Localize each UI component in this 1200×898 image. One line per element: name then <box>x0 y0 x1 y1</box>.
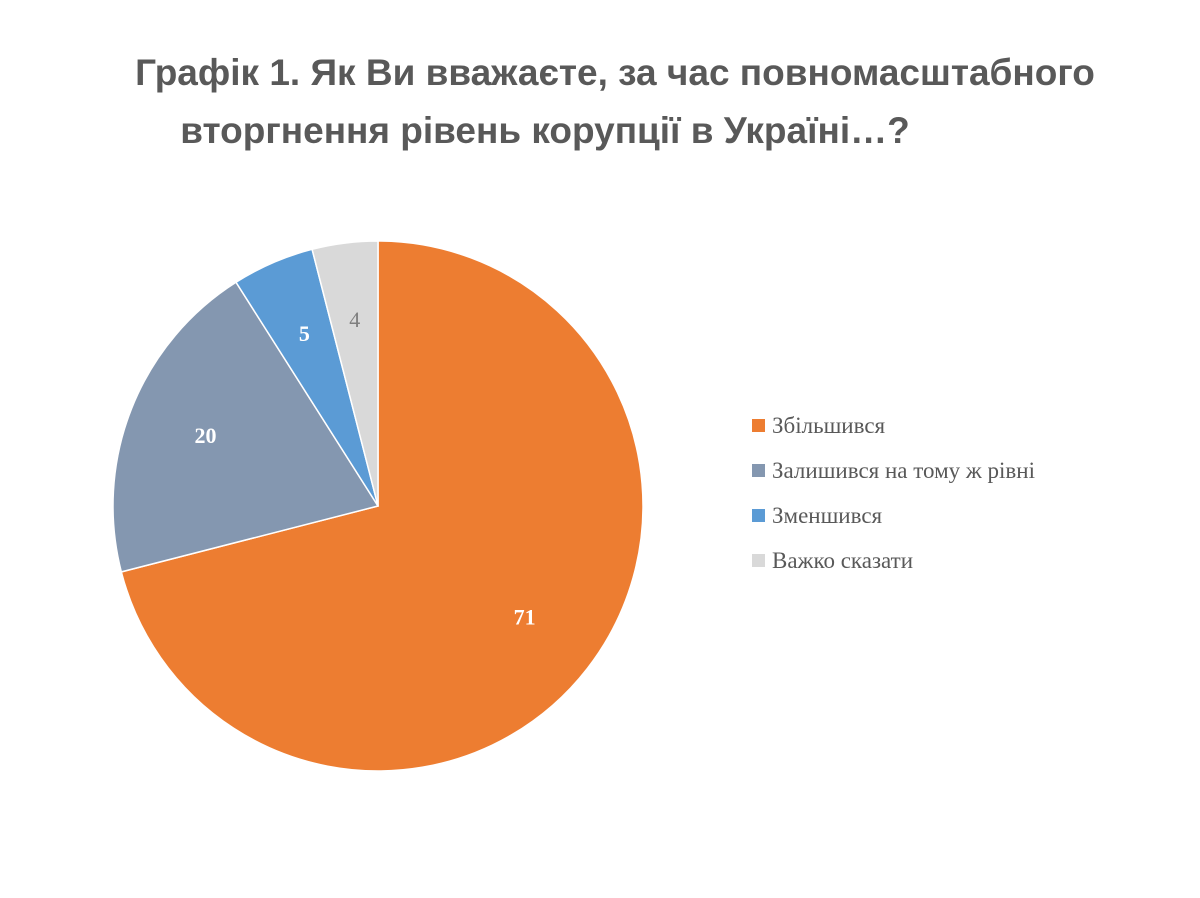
legend-item-0: Збільшився <box>752 403 1035 448</box>
legend-label-3: Важко сказати <box>772 547 913 573</box>
pie-data-label-3: 4 <box>349 307 360 332</box>
chart-title-line-1: Графік 1. Як Ви вважаєте, за час повнома… <box>135 52 1095 93</box>
pie-slice-3 <box>311 240 379 507</box>
chart-title: Графік 1. Як Ви вважаєте, за час повнома… <box>0 44 1200 160</box>
legend-label-1: Залишився на тому ж рівні <box>772 457 1035 483</box>
pie-data-label-1: 20 <box>195 423 217 448</box>
legend-swatch-2 <box>752 509 765 522</box>
pie-data-label-0: 71 <box>514 605 536 630</box>
pie-slice-1 <box>112 281 380 573</box>
pie-data-label-2: 5 <box>299 321 310 346</box>
legend-item-1: Залишився на тому ж рівні <box>752 448 1035 493</box>
pie-slice-0 <box>120 240 644 772</box>
chart-title-line-2: вторгнення рівень корупції в Україні…? <box>180 110 910 151</box>
chart-legend: Збільшився Залишився на тому ж рівні Зменш… <box>752 403 1035 583</box>
legend-item-3: Важко сказати <box>752 538 1035 583</box>
legend-label-0: Збільшився <box>772 412 886 438</box>
legend-label-2: Зменшився <box>772 502 883 528</box>
legend-swatch-1 <box>752 464 765 477</box>
legend-swatch-3 <box>752 554 765 567</box>
legend-swatch-0 <box>752 419 765 432</box>
legend-item-2: Зменшився <box>752 493 1035 538</box>
